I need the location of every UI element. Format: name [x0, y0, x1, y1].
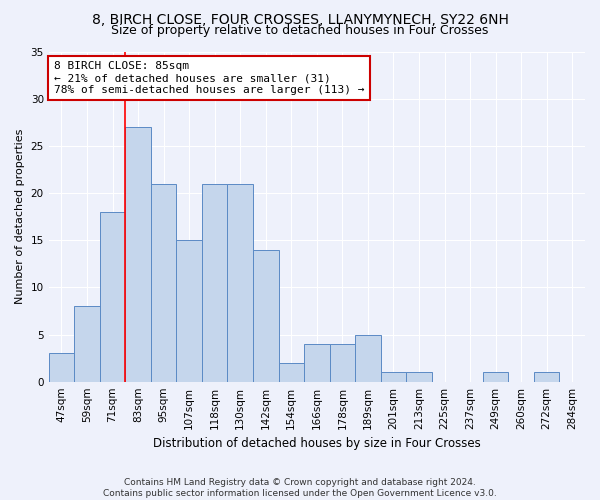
Bar — [253, 250, 278, 382]
Bar — [125, 127, 151, 382]
Bar — [380, 372, 406, 382]
Bar — [176, 240, 202, 382]
Bar — [227, 184, 253, 382]
Y-axis label: Number of detached properties: Number of detached properties — [15, 129, 25, 304]
Bar — [406, 372, 432, 382]
Bar — [483, 372, 508, 382]
Bar — [74, 306, 100, 382]
Bar — [534, 372, 559, 382]
Bar — [100, 212, 125, 382]
Text: 8, BIRCH CLOSE, FOUR CROSSES, LLANYMYNECH, SY22 6NH: 8, BIRCH CLOSE, FOUR CROSSES, LLANYMYNEC… — [92, 12, 508, 26]
Bar — [151, 184, 176, 382]
Bar — [355, 334, 380, 382]
Bar — [304, 344, 329, 382]
X-axis label: Distribution of detached houses by size in Four Crosses: Distribution of detached houses by size … — [153, 437, 481, 450]
Text: Contains HM Land Registry data © Crown copyright and database right 2024.
Contai: Contains HM Land Registry data © Crown c… — [103, 478, 497, 498]
Bar — [49, 354, 74, 382]
Bar — [329, 344, 355, 382]
Bar — [278, 363, 304, 382]
Text: Size of property relative to detached houses in Four Crosses: Size of property relative to detached ho… — [112, 24, 488, 37]
Text: 8 BIRCH CLOSE: 85sqm
← 21% of detached houses are smaller (31)
78% of semi-detac: 8 BIRCH CLOSE: 85sqm ← 21% of detached h… — [54, 62, 365, 94]
Bar — [202, 184, 227, 382]
